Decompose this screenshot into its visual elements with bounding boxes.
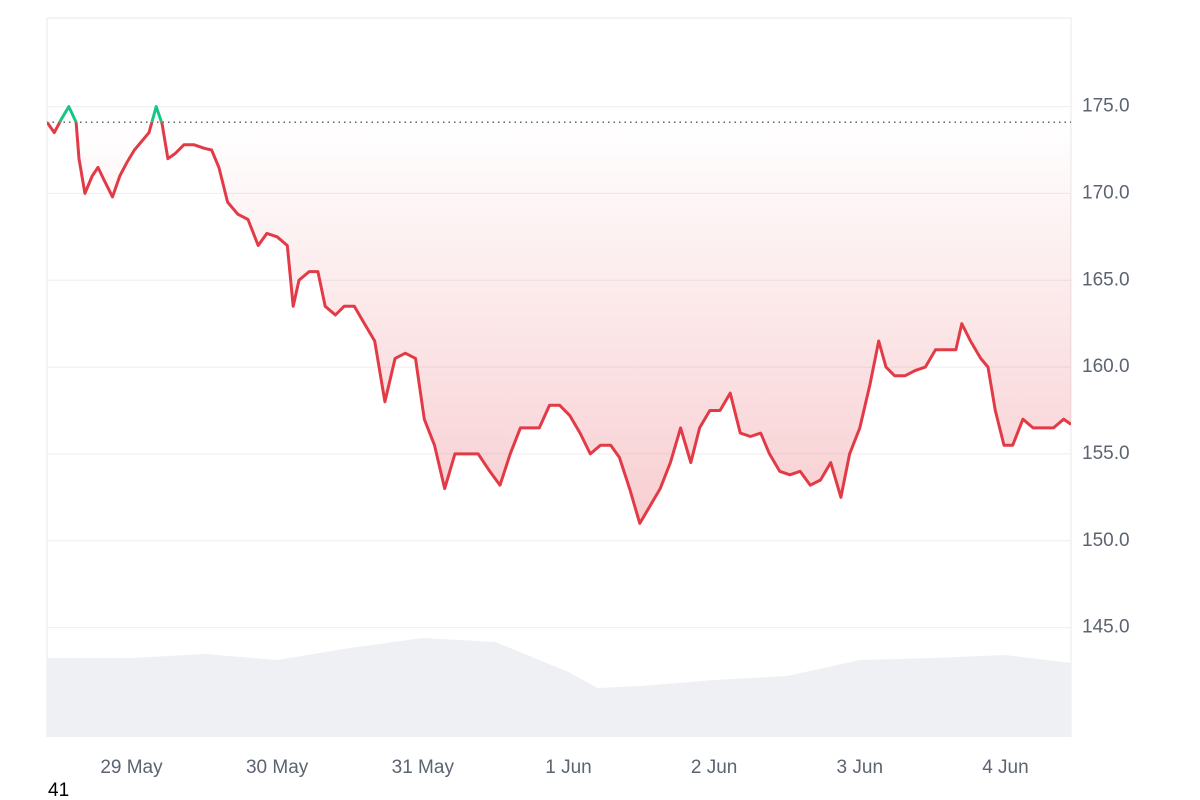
y-tick-label: 165.0 bbox=[1082, 269, 1130, 290]
y-tick-label: 150.0 bbox=[1082, 530, 1130, 551]
price-line bbox=[47, 122, 1071, 525]
y-tick-label: 170.0 bbox=[1082, 182, 1130, 203]
y-tick-label: 175.0 bbox=[1082, 96, 1130, 117]
x-tick-label: 31 May bbox=[392, 757, 455, 778]
volume-area bbox=[47, 638, 1071, 737]
area-fill bbox=[47, 122, 1071, 524]
x-tick-label: 30 May bbox=[246, 757, 309, 778]
x-tick-label: 2 Jun bbox=[691, 757, 737, 778]
x-tick-label: 4 Jun bbox=[982, 757, 1028, 778]
y-tick-label: 155.0 bbox=[1082, 443, 1130, 464]
x-tick-label: 3 Jun bbox=[837, 757, 883, 778]
x-tick-label: 1 Jun bbox=[545, 757, 591, 778]
footer-text: 41 bbox=[48, 780, 69, 800]
x-tick-label: 29 May bbox=[100, 757, 163, 778]
y-tick-label: 160.0 bbox=[1082, 356, 1130, 377]
y-tick-label: 145.0 bbox=[1082, 617, 1130, 638]
